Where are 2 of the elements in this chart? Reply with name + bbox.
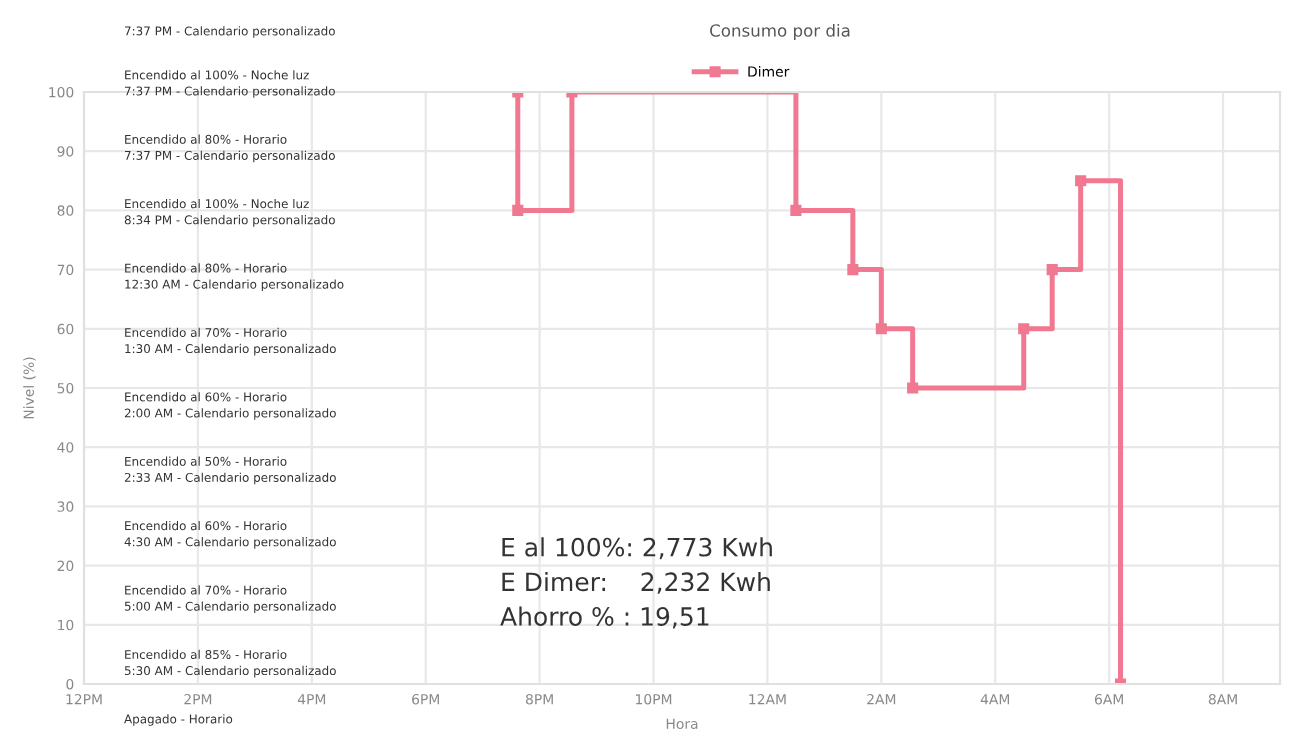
chart-title: Consumo por dia <box>710 23 850 41</box>
annotation: E al 100%: 2,773 Kwh E Dimer: 2,232 Kwh Ahorro % : 19,51 <box>500 537 772 629</box>
